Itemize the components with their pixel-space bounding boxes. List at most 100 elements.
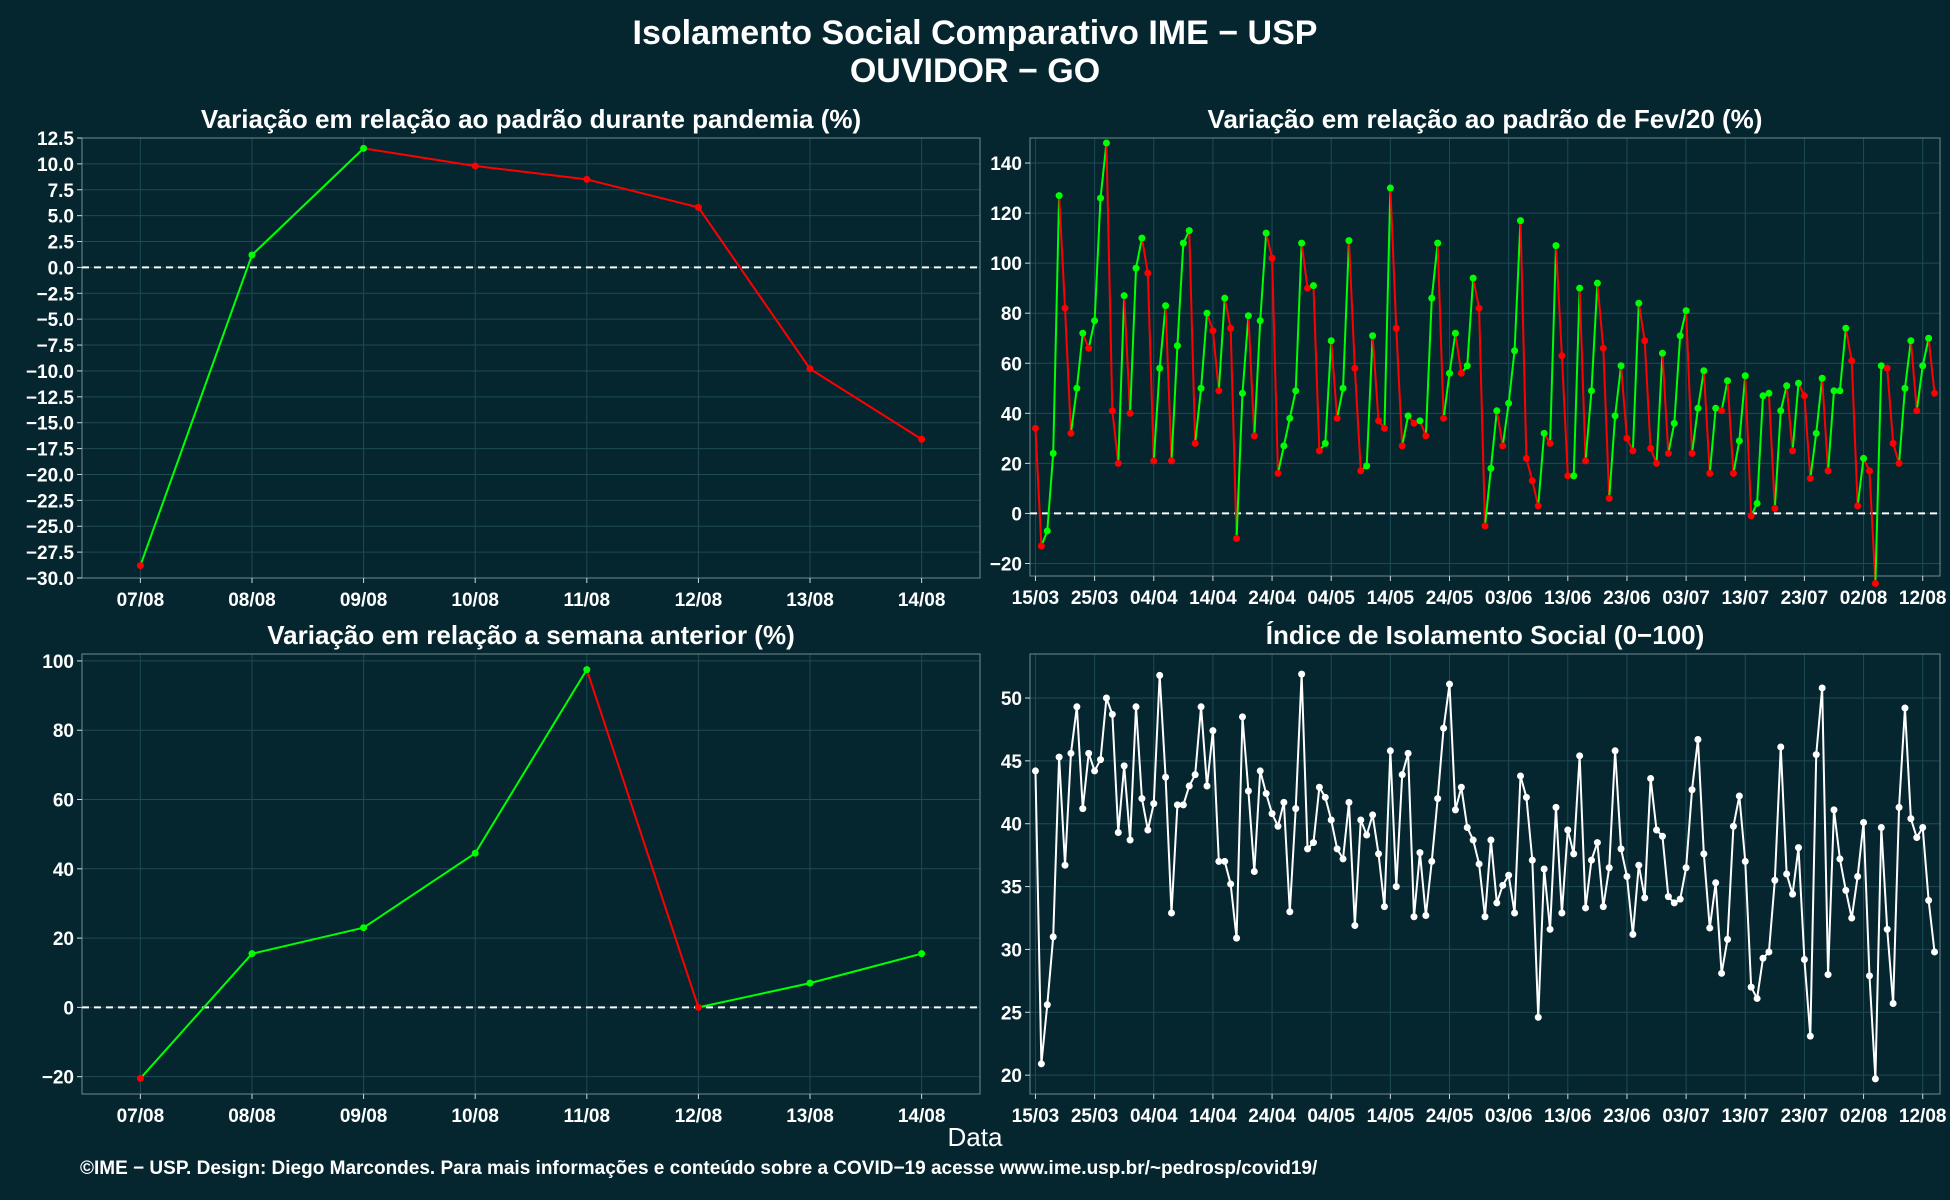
series-segment <box>1578 755 1587 908</box>
data-point <box>1108 710 1116 718</box>
data-point <box>806 979 814 987</box>
data-point <box>1576 752 1584 760</box>
data-point <box>471 162 479 170</box>
series-segment <box>1099 142 1108 199</box>
x-tick-label: 15/03 <box>1012 1106 1060 1127</box>
series-segment <box>1643 340 1652 449</box>
data-point <box>1120 292 1128 300</box>
data-point <box>1422 432 1430 440</box>
series-segment <box>1832 809 1841 860</box>
data-point <box>1345 237 1353 245</box>
series-segment <box>1767 880 1776 953</box>
data-point <box>1641 337 1649 345</box>
x-tick-label: 03/07 <box>1662 588 1710 609</box>
series-segment <box>1679 310 1688 336</box>
series-segment <box>1560 829 1569 914</box>
data-point <box>1493 899 1501 907</box>
data-point <box>1416 417 1424 425</box>
series-segment <box>1685 789 1694 868</box>
data-point <box>1505 871 1513 879</box>
data-point <box>1091 317 1099 325</box>
series-segment <box>1850 876 1859 919</box>
series-segment <box>1892 807 1901 1004</box>
data-point <box>1564 472 1572 480</box>
x-tick-label: 25/03 <box>1071 1106 1119 1127</box>
data-point <box>1173 801 1181 809</box>
data-point <box>471 849 479 857</box>
x-tick-label: 07/08 <box>117 1106 165 1127</box>
series-segment <box>1685 310 1694 454</box>
data-point <box>1055 753 1063 761</box>
data-point <box>1623 873 1631 881</box>
data-point <box>1203 309 1211 317</box>
series-segment <box>1921 827 1930 901</box>
data-point <box>1298 239 1306 247</box>
series-segment <box>1442 373 1451 419</box>
series-segment <box>1637 303 1646 341</box>
y-tick-label: 100 <box>42 652 74 673</box>
series-segment <box>1413 852 1421 917</box>
data-point <box>1132 703 1140 711</box>
data-point <box>1907 815 1915 823</box>
series-segment <box>1424 861 1433 916</box>
series-segment <box>1744 375 1753 516</box>
series-segment <box>1170 804 1179 914</box>
data-point <box>1481 913 1489 921</box>
data-point <box>1635 861 1643 869</box>
data-point <box>1380 424 1388 432</box>
series-segment <box>1537 868 1546 1018</box>
series-segment <box>1377 853 1386 907</box>
data-point <box>1747 512 1755 520</box>
series-segment <box>1135 237 1143 269</box>
x-tick-label: 13/06 <box>1544 1106 1592 1127</box>
data-point <box>1812 429 1820 437</box>
data-point <box>1735 792 1743 800</box>
chart-svg: Variação em relação ao padrão de Fev/20 … <box>990 104 1947 609</box>
data-point <box>360 144 368 152</box>
data-point <box>1901 704 1909 712</box>
data-point <box>1085 344 1093 352</box>
data-point <box>1227 324 1235 332</box>
series-segment <box>1472 839 1481 865</box>
data-point <box>1635 299 1643 307</box>
data-point <box>1369 811 1377 819</box>
data-point <box>1729 469 1737 477</box>
y-tick-label: 7.5 <box>48 181 75 202</box>
chart-svg: Índice de Isolamento Social (0−100) 50 45 4… <box>1001 620 1947 1127</box>
series-segment <box>1383 750 1392 907</box>
data-point <box>1451 329 1459 337</box>
data-point <box>1546 925 1554 933</box>
x-tick-label: 12/08 <box>675 1106 723 1127</box>
y-tick-label: −10.0 <box>26 362 74 383</box>
series-segment <box>1773 410 1782 509</box>
series-segment <box>1460 787 1469 828</box>
series-segment <box>1489 410 1498 469</box>
data-point <box>1706 924 1714 932</box>
series-segment <box>1844 890 1853 919</box>
data-point <box>1416 849 1424 857</box>
series-segment <box>1288 390 1297 419</box>
series-segment <box>1312 285 1321 451</box>
data-point <box>1623 434 1631 442</box>
series-segment <box>698 982 811 1009</box>
series-segment <box>1436 243 1445 419</box>
y-tick-label: 0.0 <box>48 258 74 279</box>
data-point <box>1848 357 1856 365</box>
series-segment <box>1501 403 1510 446</box>
chart-title: Variação em relação a semana anterior (%… <box>267 620 795 650</box>
data-point <box>1836 855 1844 863</box>
main-title-line2: OUVIDOR − GO <box>849 52 1101 90</box>
data-point <box>1860 818 1868 826</box>
series-segment <box>1572 288 1581 476</box>
data-point <box>1298 670 1306 678</box>
series-segment <box>1389 750 1398 887</box>
data-point <box>1191 439 1199 447</box>
y-tick-label: −15.0 <box>26 414 74 435</box>
data-point <box>1327 816 1335 824</box>
data-point <box>583 666 591 674</box>
y-tick-label: −20.0 <box>26 465 74 486</box>
y-tick-label: −5.0 <box>36 310 74 331</box>
series-segment <box>1915 365 1924 411</box>
data-point <box>1079 329 1087 337</box>
data-point <box>248 251 256 259</box>
